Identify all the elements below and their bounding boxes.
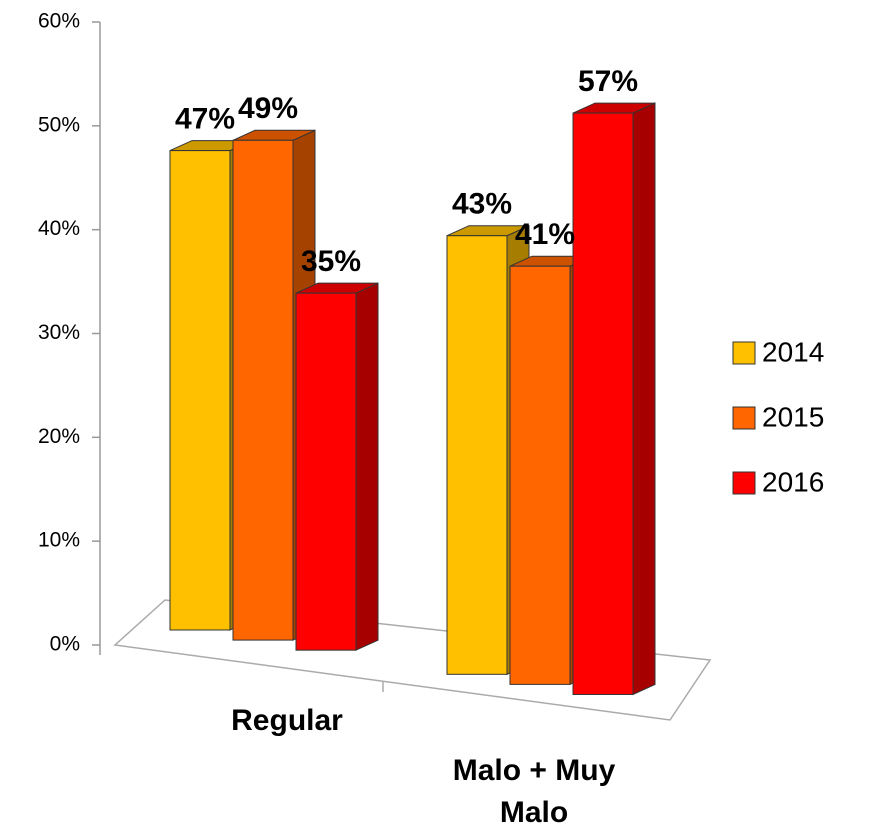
legend-label: 2014: [762, 336, 824, 367]
x-tick-label: Malo + Muy Malo: [452, 754, 616, 829]
y-tick-label: 20%: [38, 425, 80, 448]
bar-side: [355, 282, 379, 651]
bar: [446, 235, 508, 675]
value-label: 35%: [301, 245, 361, 278]
bar: [169, 150, 231, 631]
y-tick-label: 30%: [38, 321, 80, 344]
value-label: 49%: [238, 92, 298, 125]
y-tick-label: 0%: [50, 633, 80, 656]
value-label: 47%: [175, 103, 235, 136]
bar: [232, 139, 294, 641]
x-tick-label: Regular: [231, 704, 343, 737]
y-tick-label: 40%: [38, 217, 80, 240]
legend-swatch: [732, 341, 756, 365]
legend-label: 2015: [762, 401, 824, 432]
bar: [509, 265, 571, 685]
bar-side: [632, 102, 656, 696]
legend-label: 2016: [762, 466, 824, 497]
legend-swatch: [732, 471, 756, 495]
y-tick-label: 60%: [38, 10, 80, 33]
bar: [572, 112, 634, 695]
legend-swatch: [732, 406, 756, 430]
value-label: 57%: [578, 65, 638, 98]
y-tick-label: 10%: [38, 529, 80, 552]
floor: [113, 599, 712, 721]
value-label: 43%: [452, 188, 512, 221]
bar: [295, 292, 357, 651]
y-tick-label: 50%: [38, 113, 80, 136]
value-label: 41%: [515, 218, 575, 251]
